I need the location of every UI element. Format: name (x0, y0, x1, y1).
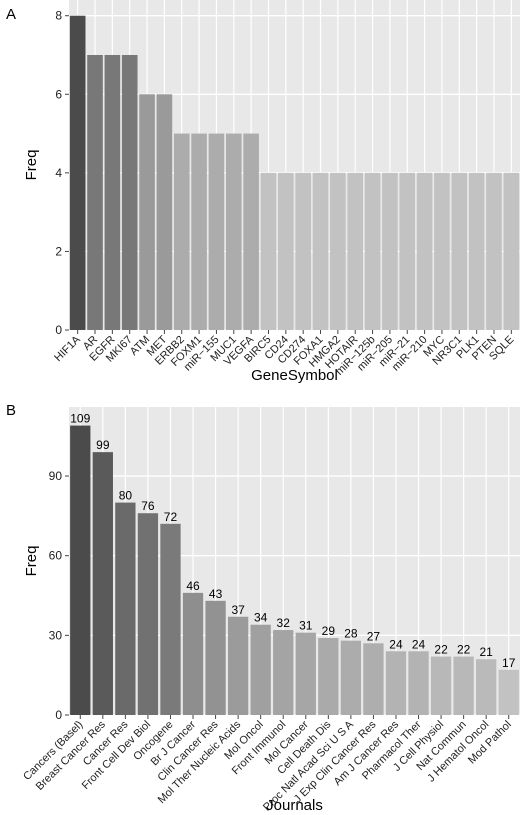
bar (121, 55, 138, 330)
x-tick-label: HIF1A (52, 333, 83, 364)
bar (503, 172, 520, 330)
bar (399, 172, 416, 330)
bar (70, 425, 91, 715)
plot-b-background (69, 407, 520, 715)
data-label: 27 (367, 629, 381, 643)
bar (347, 172, 364, 330)
data-label: 34 (254, 611, 268, 625)
bar (227, 616, 249, 715)
data-label: 43 (209, 587, 223, 601)
y-tick-label: 90 (49, 469, 63, 483)
bar (318, 638, 339, 715)
bar (115, 502, 136, 715)
y-tick-label: 4 (55, 166, 62, 180)
bar (434, 172, 450, 330)
bar (273, 630, 294, 715)
bar (312, 172, 329, 330)
bar (260, 172, 277, 330)
bar (498, 669, 519, 715)
bar (330, 172, 346, 330)
bar (451, 172, 468, 330)
x-axis-title-a: GeneSymbol (251, 367, 338, 384)
y-ticks-b: 0 30 60 90 (49, 469, 69, 722)
bar (208, 133, 225, 330)
y-tick-label: 0 (55, 708, 62, 722)
y-tick-label: 6 (55, 87, 62, 101)
bars-b (70, 425, 519, 715)
data-label: 29 (322, 624, 336, 638)
bars-a (69, 15, 520, 331)
bar (191, 133, 207, 330)
x-axis-title-b: Journals (266, 797, 323, 814)
bar (87, 55, 103, 330)
data-label: 99 (96, 438, 110, 452)
bar (468, 172, 485, 330)
data-label: 76 (141, 499, 155, 513)
y-axis-title-b: Freq (23, 546, 40, 577)
y-tick-label: 30 (49, 628, 63, 642)
y-axis-title-a: Freq (23, 150, 40, 181)
bar (92, 452, 113, 715)
bar (225, 133, 242, 330)
bar (278, 172, 294, 330)
bar (385, 651, 407, 715)
bar (340, 640, 362, 715)
bar (295, 632, 316, 715)
data-label: 37 (231, 603, 245, 617)
bar (363, 643, 384, 715)
data-label: 28 (344, 627, 358, 641)
bar (295, 172, 311, 330)
bar (243, 133, 259, 330)
bar (205, 600, 226, 715)
y-tick-label: 2 (55, 244, 62, 258)
bar (182, 592, 204, 715)
bar (69, 15, 86, 330)
data-labels-b: 109 99 80 76 72 46 43 37 34 32 31 29 28 27 24 24 22 22 21 1… (70, 412, 515, 670)
bar (416, 172, 433, 330)
data-label: 31 (299, 619, 313, 633)
y-ticks-a: 0 2 4 6 8 (55, 9, 69, 337)
bar (486, 172, 502, 330)
panel-a-letter: A (6, 6, 16, 23)
data-label: 22 (434, 643, 448, 657)
data-label: 21 (479, 645, 493, 659)
bar (476, 659, 497, 715)
y-tick-label: 8 (55, 9, 62, 23)
bar (250, 624, 271, 715)
bar (430, 656, 452, 715)
y-tick-label: 60 (49, 549, 63, 563)
data-label: 24 (412, 637, 426, 651)
bar (139, 94, 155, 331)
panel-b-letter: B (6, 402, 16, 419)
y-tick-label: 0 (55, 323, 62, 337)
bar (156, 94, 173, 331)
data-label: 24 (389, 637, 403, 651)
bar (104, 55, 121, 330)
bar (382, 172, 398, 330)
data-label: 22 (457, 643, 471, 657)
data-label: 46 (186, 579, 200, 593)
data-label: 72 (164, 510, 178, 524)
bar (453, 656, 474, 715)
bar (364, 172, 381, 330)
data-label: 109 (70, 412, 90, 426)
data-label: 32 (277, 616, 291, 630)
bar (173, 133, 190, 330)
bar (137, 513, 159, 715)
bar (160, 523, 181, 715)
data-label: 17 (502, 656, 516, 670)
bar (408, 651, 429, 715)
data-label: 80 (119, 489, 133, 503)
panel-b: B 109 99 80 76 72 46 43 37 34 32 31 29 28 27 24 24 22 22 2… (6, 402, 520, 814)
